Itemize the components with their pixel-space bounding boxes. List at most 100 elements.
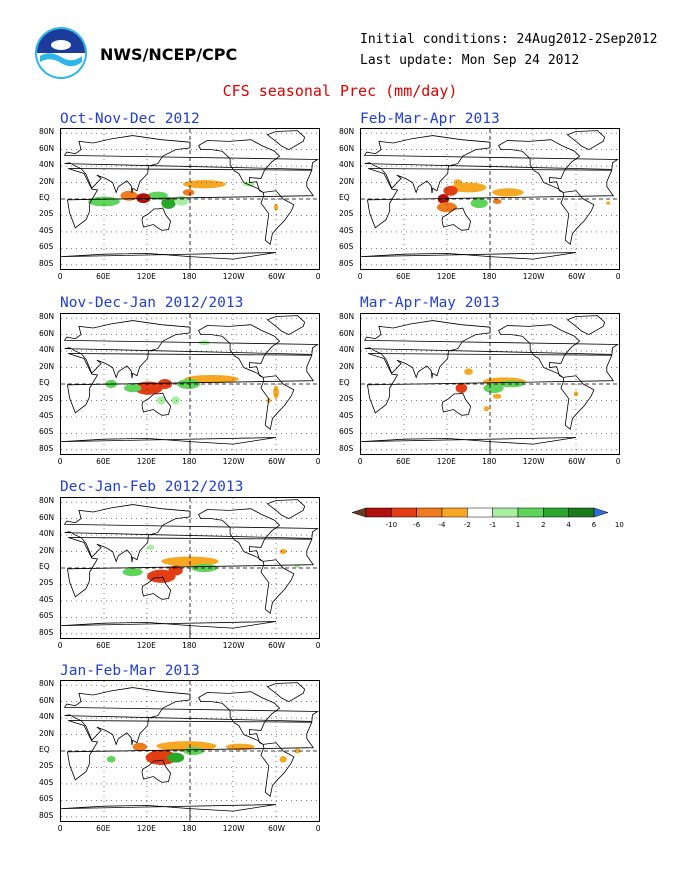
coastline [498,139,581,193]
colorbar-label: 4 [566,521,571,529]
precip-anomaly [184,374,239,384]
precip-anomaly [443,185,458,196]
coastline [361,252,577,269]
panel-title: Dec-Jan-Feb 2012/2013 [60,479,244,495]
coastline [498,324,581,378]
lat-tick-label: 80S [39,258,54,268]
lon-tick-label: 0 [57,641,63,650]
colorbar: -10 -6 -4 -2 -1 1 2 4 6 10 [351,506,632,534]
figure-title: CFS seasonal Prec (mm/day) [222,82,458,100]
panel-title: Nov-Dec-Jan 2012/2013 [60,295,244,311]
coastline [63,135,319,194]
lon-tick-label: 120E [136,641,156,650]
colorbar-label: 10 [615,521,624,529]
colorbar-label: -6 [413,521,421,529]
precip-anomaly [453,179,463,186]
coastline [61,437,277,454]
precip-anomaly [279,755,287,763]
lat-tick-label: 80N [39,127,55,137]
coastline [63,687,319,746]
lon-tick-label: 180 [182,457,197,466]
coastline [63,504,319,563]
lat-tick-label: 40N [39,160,55,170]
lat-tick-label: 40S [39,777,54,787]
precip-anomaly [470,198,488,209]
lat-tick-label: 60S [39,794,54,804]
coastline [141,576,172,600]
lon-tick-label: 180 [182,272,197,281]
precip-anomaly [294,564,301,568]
colorbar-swatch [517,507,544,518]
precip-anomaly [106,755,116,763]
org-name: NWS/NCEP/CPC [100,45,238,64]
coastline [198,139,281,193]
precip-anomaly [483,406,490,412]
lat-tick-label: 40N [339,345,355,355]
lat-tick-label: 60N [339,328,355,338]
lat-tick-label: 60N [339,143,355,153]
lon-tick-label: 0 [315,457,321,466]
coastline [361,437,577,454]
colorbar-swatch [441,507,468,518]
coastline [260,559,295,615]
lat-tick-label: 40S [39,225,54,235]
precip-anomaly [147,191,168,200]
coastline [66,353,315,414]
precip-anomaly [436,202,458,213]
precip-anomaly [122,568,143,577]
coastline [61,804,277,821]
coastline [198,691,281,745]
lon-tick-label: 0 [315,641,321,650]
lat-tick-label: 40S [339,410,354,420]
precip-anomaly [492,393,502,399]
lon-tick-label: 180 [482,457,497,466]
lon-tick-label: 60W [268,272,286,281]
panel-title: Feb-Mar-Apr 2013 [360,111,500,127]
colorbar-label: 2 [541,521,545,529]
lat-tick-label: 20N [39,728,55,738]
coastline [266,315,306,336]
lat-tick-label: 60N [39,512,55,522]
initial-conditions: Initial conditions: 24Aug2012-2Sep2012 [360,32,658,47]
lon-tick-label: 60E [396,272,411,281]
lat-tick-label: 80N [39,679,55,689]
coastline [266,130,306,151]
coastline [61,621,277,638]
precip-anomaly [437,194,450,204]
lon-tick-label: 60W [268,457,286,466]
colorbar-label: -4 [439,521,447,529]
lon-tick-label: 120W [522,457,545,466]
colorbar-swatch [351,507,367,518]
precip-anomaly [124,384,142,393]
coastline [260,375,295,431]
precip-anomaly [573,391,579,397]
precip-anomaly [167,752,185,763]
lon-tick-label: 60W [568,457,586,466]
coastline [141,392,172,416]
precip-anomaly [294,748,301,754]
lat-tick-label: 20N [39,545,55,555]
lat-tick-label: EQ [39,745,50,754]
lon-tick-label: 60E [96,824,111,833]
lon-tick-label: 60E [96,272,111,281]
precip-anomaly [273,203,279,211]
lat-tick-label: 20S [39,578,54,588]
lat-tick-label: 20N [339,176,355,186]
coastline [260,742,295,798]
lat-tick-label: 60N [39,143,55,153]
precip-anomaly [120,190,138,201]
colorbar-label: -1 [489,521,496,529]
lon-tick-label: 120W [222,457,245,466]
lon-tick-label: 60E [396,457,411,466]
lat-tick-label: 40S [39,410,54,420]
lon-tick-label: 60W [268,824,286,833]
map-panel [60,128,320,270]
lat-tick-label: 20S [39,209,54,219]
colorbar-swatch [492,507,519,518]
precip-anomaly [492,188,524,197]
precip-anomaly [171,396,180,405]
lon-tick-label: 180 [482,272,497,281]
precip-anomaly [182,180,226,189]
lat-tick-label: 40S [339,225,354,235]
lat-tick-label: 20S [39,394,54,404]
